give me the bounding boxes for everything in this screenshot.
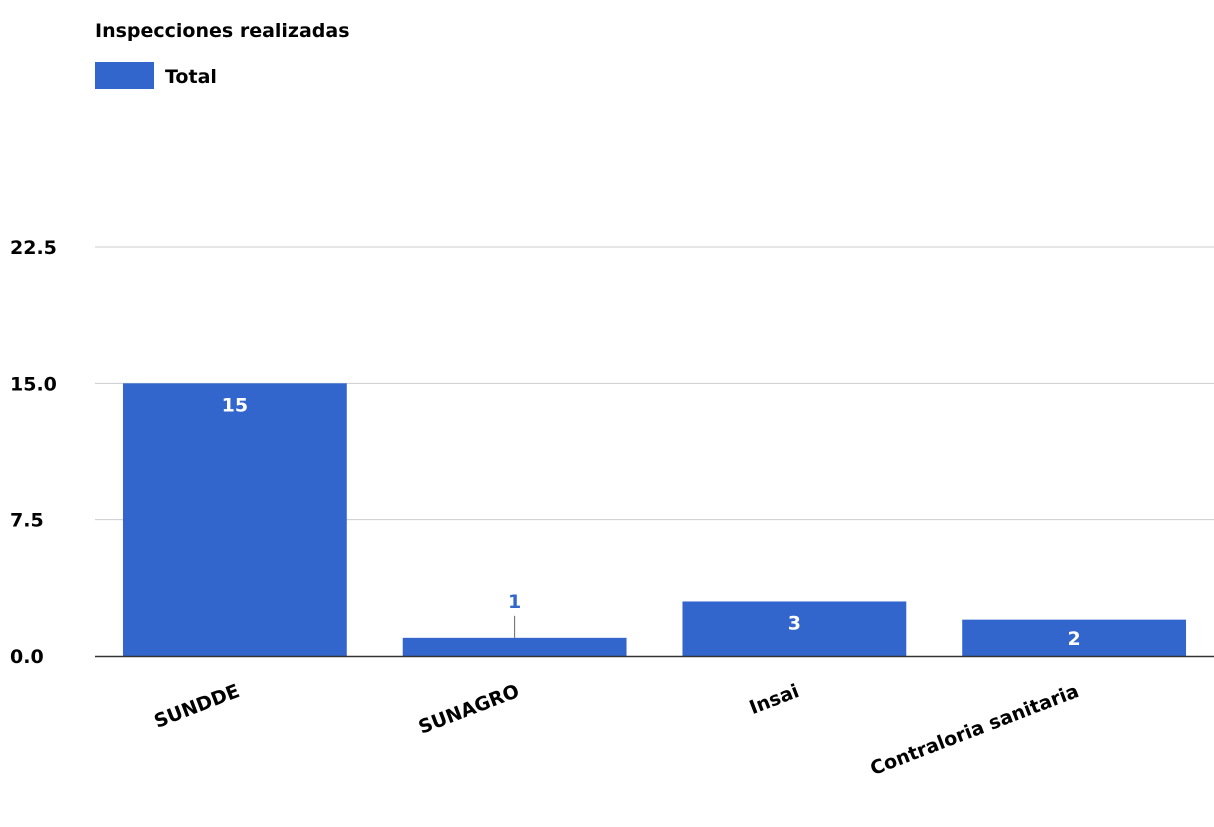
x-tick-label: SUNDDE xyxy=(151,680,242,733)
bar xyxy=(682,601,907,656)
legend-swatch xyxy=(95,62,154,89)
y-tick-label: 0.0 xyxy=(10,646,44,668)
x-tick-label: Contraloria sanitaria xyxy=(867,680,1082,780)
y-tick-label: 15.0 xyxy=(10,373,57,395)
y-tick-label: 7.5 xyxy=(10,510,44,532)
y-axis-ticks: 0.0 7.5 15.0 22.5 xyxy=(10,237,57,668)
y-tick-label: 22.5 xyxy=(10,237,57,259)
legend: Total xyxy=(95,62,217,89)
bars xyxy=(122,383,1187,656)
bar xyxy=(962,619,1187,656)
data-labels: 15 1 3 2 xyxy=(222,394,1081,649)
bar xyxy=(402,637,627,656)
data-label: 3 xyxy=(788,612,801,634)
x-tick-label: SUNAGRO xyxy=(415,680,522,739)
data-label: 15 xyxy=(222,394,248,416)
chart-title: Inspecciones realizadas xyxy=(95,20,350,42)
x-tick-label: Insai xyxy=(746,680,802,719)
x-axis-ticks: SUNDDE SUNAGRO Insai Contraloria sanitaria xyxy=(151,680,1082,780)
data-label: 1 xyxy=(508,591,521,613)
bar xyxy=(122,383,347,656)
data-label: 2 xyxy=(1068,628,1081,650)
legend-label: Total xyxy=(165,66,217,88)
